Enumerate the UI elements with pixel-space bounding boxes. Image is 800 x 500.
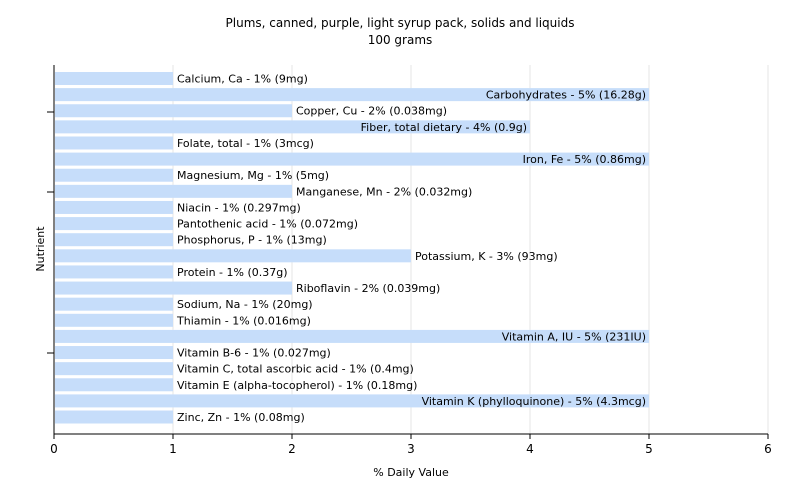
bar-label: Vitamin C, total ascorbic acid - 1% (0.4…: [177, 363, 414, 376]
bar-label: Potassium, K - 3% (93mg): [415, 250, 558, 263]
bar: [55, 88, 649, 102]
x-ticks: 0 1 2 3 4 5 6: [50, 434, 772, 456]
bar: [55, 120, 530, 134]
bar-label: Calcium, Ca - 1% (9mg): [177, 73, 308, 86]
bar: [55, 104, 292, 118]
bar: [55, 72, 173, 85]
bar: [55, 281, 292, 295]
bar-label: Carbohydrates - 5% (16.28g): [486, 89, 646, 102]
x-tick-label: 2: [288, 442, 296, 456]
bar: [55, 329, 649, 343]
bar-label: Protein - 1% (0.37g): [177, 266, 288, 279]
bar: [55, 378, 173, 392]
bar: [55, 313, 173, 327]
bar-label: Vitamin E (alpha-tocopherol) - 1% (0.18m…: [177, 379, 417, 392]
bars: Calcium, Ca - 1% (9mg) Carbohydrates - 5%…: [55, 72, 649, 424]
bar-label: Manganese, Mn - 2% (0.032mg): [296, 185, 472, 198]
bar-label: Phosphorus, P - 1% (13mg): [177, 234, 327, 247]
bar: [55, 346, 173, 360]
bar-label: Zinc, Zn - 1% (0.08mg): [177, 411, 305, 424]
bar-label: Vitamin K (phylloquinone) - 5% (4.3mcg): [422, 395, 646, 408]
chart-title: Plums, canned, purple, light syrup pack,…: [226, 16, 575, 30]
x-tick-label: 3: [407, 442, 415, 456]
bar: [55, 362, 173, 376]
bar-label: Pantothenic acid - 1% (0.072mg): [177, 218, 358, 231]
bar-label: Niacin - 1% (0.297mg): [177, 201, 301, 214]
x-tick-label: 4: [526, 442, 534, 456]
bar: [55, 200, 173, 214]
x-tick-label: 6: [764, 442, 772, 456]
bar: [55, 217, 173, 231]
bar-label: Sodium, Na - 1% (20mg): [177, 298, 313, 311]
x-tick-label: 0: [50, 442, 58, 456]
bar: [55, 297, 173, 311]
x-tick-label: 1: [169, 442, 177, 456]
bar-label: Magnesium, Mg - 1% (5mg): [177, 169, 329, 182]
bar-label: Fiber, total dietary - 4% (0.9g): [361, 121, 527, 134]
bar-label: Vitamin B-6 - 1% (0.027mg): [177, 347, 331, 360]
y-axis-label: Nutrient: [34, 226, 47, 272]
bar: [55, 394, 649, 408]
bar: [55, 168, 173, 182]
bar: [55, 184, 292, 198]
chart-subtitle: 100 grams: [368, 33, 433, 47]
bar-label: Riboflavin - 2% (0.039mg): [296, 282, 440, 295]
bar: [55, 265, 173, 279]
bar-label: Iron, Fe - 5% (0.86mg): [523, 153, 646, 166]
bar-label: Copper, Cu - 2% (0.038mg): [296, 105, 447, 118]
x-tick-label: 5: [645, 442, 653, 456]
bar: [55, 249, 411, 263]
bar-label: Thiamin - 1% (0.016mg): [176, 314, 311, 327]
bar: [55, 152, 649, 166]
bar: [55, 233, 173, 247]
bar: [55, 136, 173, 150]
x-axis-label: % Daily Value: [373, 466, 449, 479]
bar-label: Vitamin A, IU - 5% (231IU): [502, 330, 646, 343]
bar-label: Folate, total - 1% (3mcg): [177, 137, 314, 150]
bar: [55, 410, 173, 424]
